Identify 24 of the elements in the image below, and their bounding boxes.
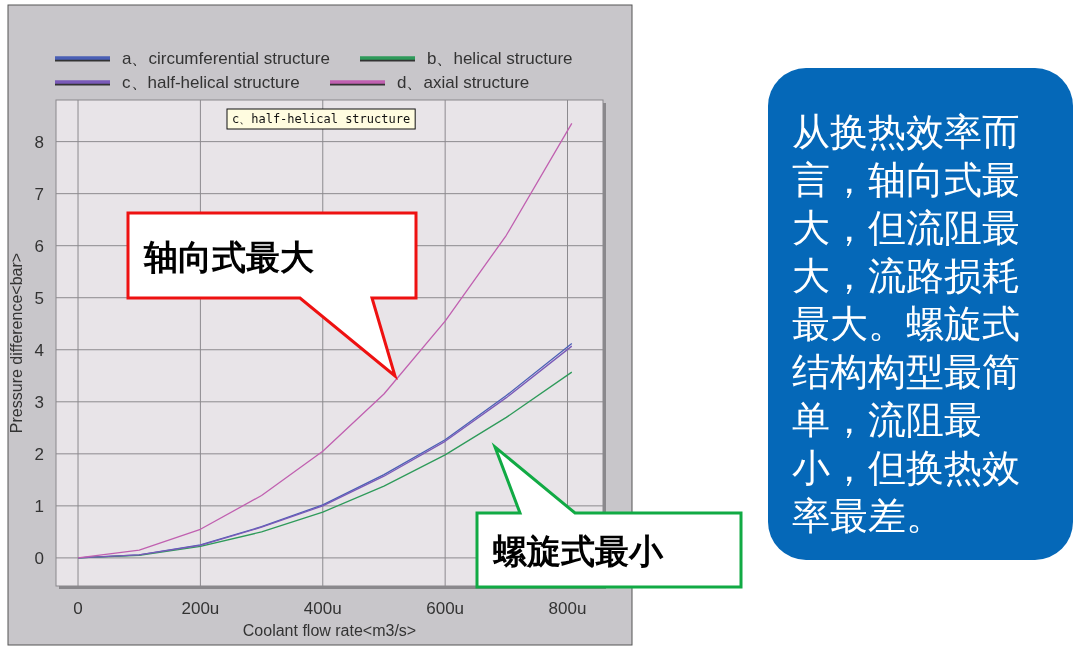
y-tick-label: 4 <box>34 340 44 360</box>
annotation: c、half-helical structure <box>232 112 411 126</box>
legend-label: b、helical structure <box>427 49 573 68</box>
legend-label: a、circumferential structure <box>122 49 330 68</box>
x-tick-label: 800u <box>548 599 587 618</box>
y-axis-title: Pressure difference<bar> <box>8 252 25 434</box>
y-tick-label: 0 <box>34 548 44 568</box>
y-tick-label: 8 <box>34 132 44 152</box>
y-tick-label: 3 <box>34 392 44 412</box>
y-tick-label: 7 <box>34 184 44 204</box>
x-tick-label: 0 <box>73 599 83 618</box>
x-tick-label: 400u <box>303 599 342 618</box>
legend-label: d、axial structure <box>397 73 530 92</box>
text: 从换热效率而言，轴向式最大，但流阻最大，流路损耗最大。螺旋式结构构型最简单，流阻最小，但换热效率最差。 <box>792 110 1020 538</box>
y-tick-label: 2 <box>34 444 44 464</box>
x-tick-label: 200u <box>181 599 220 618</box>
annotation: 轴向式最大 <box>143 236 314 277</box>
x-axis-title: Coolant flow rate<m3/s> <box>242 622 417 639</box>
y-tick-label: 1 <box>34 496 44 516</box>
legend-label: c、half-helical structure <box>122 73 300 92</box>
annotation: 螺旋式最小 <box>492 531 664 571</box>
y-tick-label: 5 <box>34 288 44 308</box>
x-tick-label: 600u <box>426 599 465 618</box>
y-tick-label: 6 <box>34 236 44 256</box>
